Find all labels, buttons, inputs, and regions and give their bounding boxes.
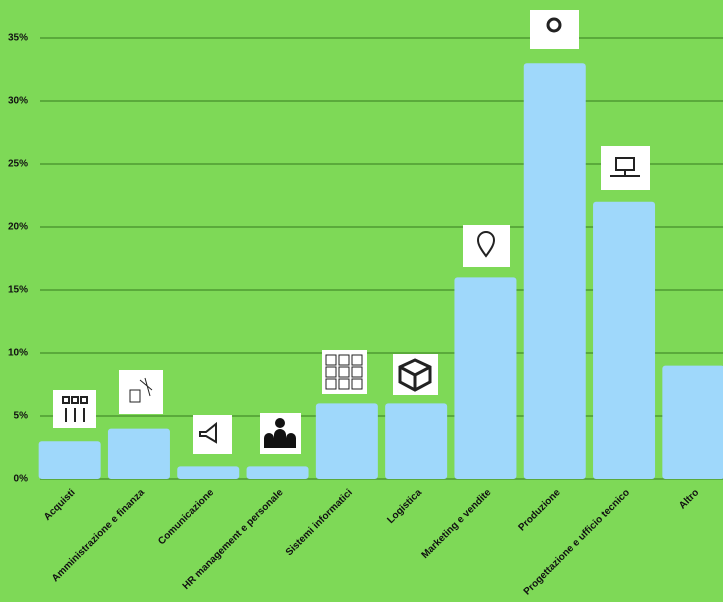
icon-glyph xyxy=(476,231,496,258)
bar xyxy=(454,277,517,479)
bar xyxy=(315,403,378,479)
y-tick-label: 5% xyxy=(14,411,29,422)
bar xyxy=(107,428,170,479)
icon xyxy=(322,350,367,394)
bar xyxy=(593,201,656,480)
bar xyxy=(177,466,240,479)
icon-glyph xyxy=(546,17,562,33)
bars xyxy=(38,63,723,480)
icon-glyph xyxy=(62,396,88,422)
y-tick-label: 30% xyxy=(8,96,28,107)
bar xyxy=(662,365,723,479)
icon-glyph xyxy=(610,157,640,177)
y-tick-label: 25% xyxy=(8,159,28,170)
y-tick-label: 0% xyxy=(14,474,29,485)
y-tick-label: 20% xyxy=(8,222,28,233)
icon-glyph xyxy=(199,421,217,444)
icon-glyph xyxy=(275,418,285,428)
icons xyxy=(53,10,650,454)
bar xyxy=(385,403,448,479)
icon xyxy=(601,146,650,190)
icon-glyph xyxy=(264,429,296,448)
y-tick-label: 15% xyxy=(8,285,28,296)
icon xyxy=(193,415,232,454)
bar xyxy=(38,441,101,479)
icon-glyph xyxy=(129,377,153,403)
y-tick-label: 10% xyxy=(8,348,28,359)
y-tick-label: 35% xyxy=(8,33,28,44)
bar xyxy=(246,466,309,479)
bar xyxy=(523,63,586,479)
icon xyxy=(119,370,163,414)
icon-glyph xyxy=(325,354,363,390)
icon-glyph xyxy=(398,358,432,392)
